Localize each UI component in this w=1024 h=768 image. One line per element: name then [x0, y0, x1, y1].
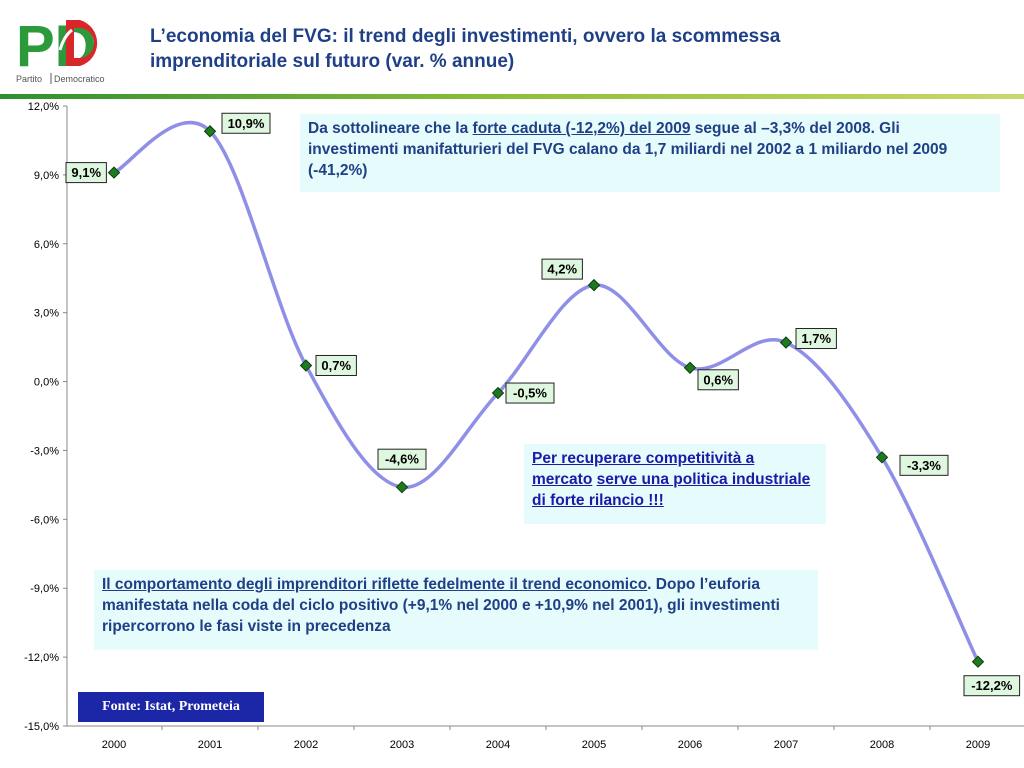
annotation-entrepreneurs: Il comportamento degli imprenditori rifl… — [94, 570, 818, 650]
x-tick-label: 2004 — [486, 739, 510, 751]
investment-line-chart: 12,0% 9,0% 6,0% 3,0% 0,0% -3,0% -6,0% -9,0% -12,… — [24, 101, 1024, 751]
logo-name-left: Partito — [16, 74, 42, 84]
series-line — [113, 121, 980, 663]
y-tick-label: -15,0% — [24, 721, 59, 733]
annotation-competitiveness: Per recuperare competitività a mercato s… — [524, 444, 826, 524]
x-tick-label: 2006 — [678, 739, 702, 751]
x-tick-label: 2009 — [966, 739, 990, 751]
y-tick-label: 12,0% — [28, 101, 59, 113]
data-label-box — [963, 675, 1021, 697]
data-label: -4,6% — [385, 452, 419, 467]
data-point-marker — [875, 451, 889, 464]
data-point-marker — [683, 361, 697, 374]
data-label-box — [899, 454, 949, 476]
annotation-2009-drop-highlight: forte caduta (-12,2%) del 2009 — [472, 120, 691, 137]
y-tick-label: 3,0% — [34, 308, 59, 320]
pd-logo: PD Partito Democratico — [14, 10, 110, 88]
data-label-box — [697, 369, 739, 391]
data-point-marker — [107, 166, 121, 179]
data-label-box — [505, 382, 555, 404]
data-point-marker — [587, 278, 601, 292]
data-label: 1,7% — [801, 331, 831, 346]
data-label: -3,3% — [907, 458, 941, 473]
annotation-2009-drop-text: segue al –3,3% del 2008. Gli investiment… — [308, 120, 948, 179]
x-tick-label: 2003 — [390, 739, 414, 751]
data-point-marker — [779, 336, 793, 349]
title-line-2: imprenditoriale sul futuro (var. % annue… — [150, 51, 515, 72]
data-point-marker — [491, 386, 505, 400]
y-tick-label: 6,0% — [34, 239, 59, 251]
data-label: 10,9% — [228, 116, 265, 131]
data-point-marker — [299, 359, 313, 372]
annotation-2009-drop: Da sottolineare che la forte caduta (-12… — [300, 114, 1000, 192]
data-label: 9,1% — [71, 165, 101, 180]
page-title: L’economia del FVG: il trend degli inves… — [150, 24, 1010, 74]
data-label: 0,6% — [703, 372, 733, 387]
x-tick-label: 2001 — [198, 739, 222, 751]
data-label-box — [315, 354, 357, 376]
logo-name-right: Democratico — [54, 74, 105, 84]
y-tick-label: 0,0% — [34, 377, 59, 389]
data-label: 4,2% — [547, 262, 577, 277]
x-tick-label: 2007 — [774, 739, 798, 751]
y-tick-label: -3,0% — [30, 445, 59, 457]
y-tick-label: -6,0% — [30, 514, 59, 526]
x-tick-label: 2005 — [582, 739, 606, 751]
data-point-marker — [395, 480, 409, 494]
data-label-box — [377, 448, 427, 470]
data-label: 0,7% — [321, 358, 351, 373]
annotation-competitiveness-part1: Per recuperare competitività a mercato — [532, 450, 755, 488]
title-line-1: L’economia del FVG: il trend degli inves… — [150, 26, 781, 47]
data-label: -0,5% — [513, 386, 547, 401]
data-label: -12,2% — [971, 678, 1013, 693]
y-tick-label: -12,0% — [24, 652, 59, 664]
data-label-box — [221, 112, 271, 134]
data-point-marker — [971, 655, 985, 668]
annotation-entrepreneurs-highlight: Il comportamento degli imprenditori rifl… — [102, 576, 648, 593]
y-tick-label: -9,0% — [30, 583, 59, 595]
source-note: Fonte: Istat, Prometeia — [78, 692, 264, 722]
x-tick-label: 2002 — [294, 739, 318, 751]
header-divider — [0, 94, 1024, 99]
data-label-box — [795, 328, 837, 350]
y-tick-label: 9,0% — [34, 170, 59, 182]
data-label-box — [541, 258, 583, 280]
data-point-marker — [203, 125, 217, 138]
data-label-box — [65, 162, 107, 184]
annotation-competitiveness-part2: serve una politica industriale di forte … — [532, 471, 811, 509]
x-tick-label: 2008 — [870, 739, 894, 751]
x-tick-label: 2000 — [102, 739, 126, 751]
logo-letter-d — [66, 20, 98, 66]
annotation-entrepreneurs-text: . Dopo l’euforia manifestata nella coda … — [102, 576, 780, 635]
annotation-2009-drop-intro: Da sottolineare che la — [308, 120, 473, 137]
